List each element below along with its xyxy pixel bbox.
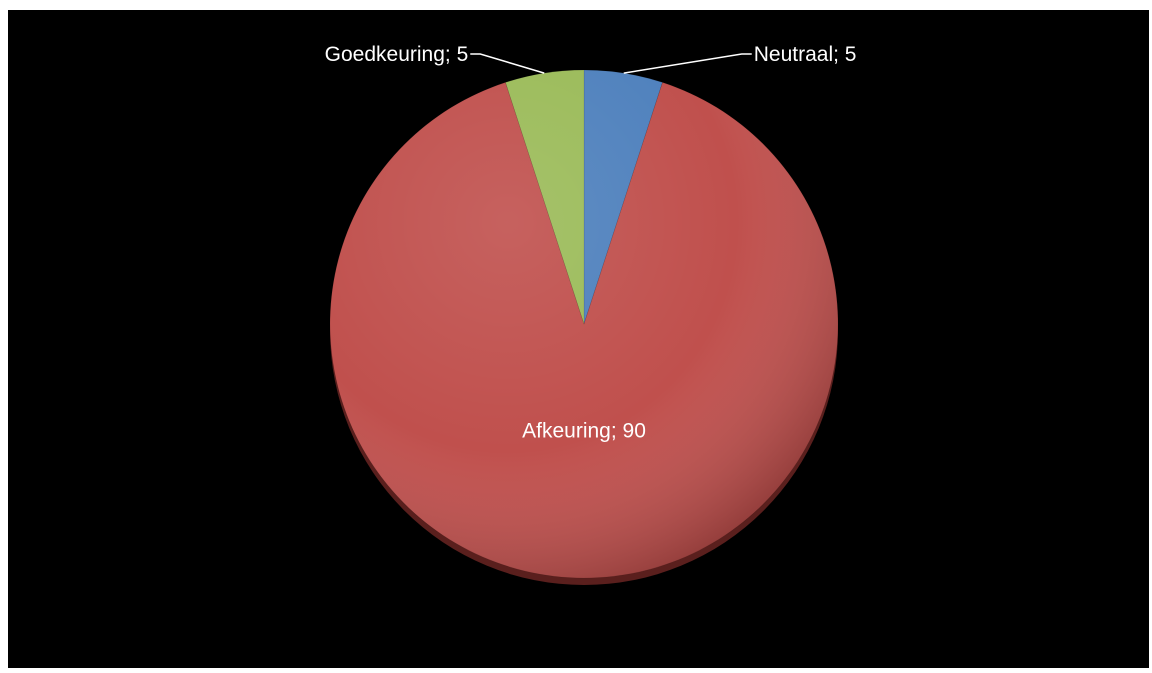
slice-label-afkeuring: Afkeuring; 90 <box>522 420 646 443</box>
pie-slices <box>329 69 839 579</box>
chart-frame: Neutraal; 5 Afkeuring; 90 Goedkeuring; 5 <box>8 10 1149 668</box>
leader-lines <box>470 53 752 74</box>
leader-line-goedkeuring <box>470 53 545 74</box>
slice-label-goedkeuring: Goedkeuring; 5 <box>325 43 469 66</box>
pie-sheen <box>330 70 838 578</box>
slice-label-neutraal: Neutraal; 5 <box>754 43 857 66</box>
pie-chart: Neutraal; 5 Afkeuring; 90 Goedkeuring; 5 <box>325 43 857 585</box>
leader-line-neutraal <box>623 53 752 74</box>
slice-labels: Neutraal; 5 Afkeuring; 90 Goedkeuring; 5 <box>325 43 857 443</box>
